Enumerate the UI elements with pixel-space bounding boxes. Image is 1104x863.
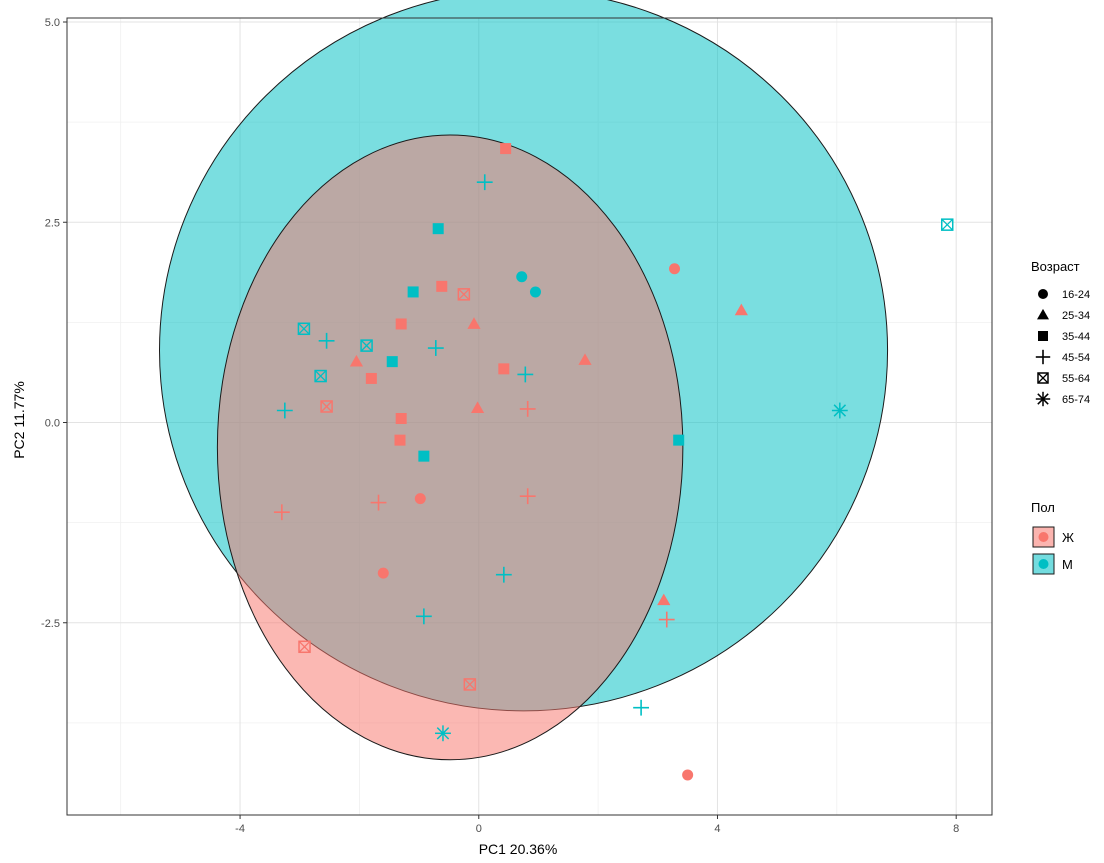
legend-shape-key: [1037, 372, 1049, 384]
data-point: [734, 303, 748, 316]
data-point: [276, 402, 293, 419]
data-point: [349, 354, 364, 367]
shape-legend-title: Возраст: [1031, 259, 1080, 274]
data-point: [463, 678, 477, 691]
legend-shape-key: [1038, 289, 1048, 299]
x-tick-label: -4: [235, 823, 245, 835]
data-point: [633, 699, 650, 716]
legend-shape-key: [1038, 331, 1048, 341]
data-point: [407, 286, 419, 298]
data-point: [395, 413, 407, 425]
data-point: [436, 280, 448, 292]
legend-color-key-dot: [1038, 532, 1049, 542]
data-point: [432, 223, 444, 235]
plot-frame: [66, 17, 993, 816]
legend-shape-key: [1037, 308, 1049, 320]
data-point: [298, 640, 311, 654]
ellipse-layer: [159, 0, 888, 761]
data-point: [529, 286, 541, 298]
legend-shape-label: 45-54: [1062, 352, 1090, 364]
legend-color-label: Ж: [1062, 530, 1074, 545]
legend-shape-key: [1035, 349, 1051, 365]
data-point: [673, 434, 685, 446]
data-point: [519, 488, 536, 505]
data-point: [418, 450, 430, 462]
data-point: [365, 372, 377, 384]
legend-shape-label: 25-34: [1062, 310, 1090, 322]
y-tick-label: 2.5: [45, 217, 60, 229]
data-point: [940, 218, 954, 231]
data-point: [395, 318, 407, 330]
data-point: [377, 567, 389, 579]
data-point: [318, 332, 335, 349]
data-point: [517, 366, 534, 383]
data-point: [273, 504, 290, 521]
legend-color-key-dot: [1038, 559, 1049, 569]
data-point: [476, 174, 493, 191]
legend-shape-label: 65-74: [1062, 394, 1090, 406]
data-point: [360, 339, 373, 352]
x-axis-title: PC1 20.36%: [479, 841, 558, 857]
data-point: [516, 271, 528, 283]
data-point: [495, 566, 512, 583]
x-tick-label: 4: [714, 823, 720, 835]
data-point: [519, 400, 536, 417]
legend-shape-label: 16-24: [1062, 289, 1090, 301]
data-point: [427, 340, 444, 356]
data-point: [435, 725, 451, 742]
data-point: [457, 288, 471, 301]
color-legend: Пол ЖМ: [1031, 500, 1074, 575]
data-point: [370, 494, 387, 511]
data-point: [669, 263, 681, 275]
legend-shape-label: 35-44: [1062, 331, 1090, 343]
confidence-ellipse-female: [216, 134, 684, 761]
data-point: [657, 593, 671, 606]
data-point: [658, 611, 675, 628]
point-layer: [273, 143, 954, 781]
data-point: [831, 402, 848, 419]
legend-shape-label: 55-64: [1062, 373, 1090, 385]
data-point: [414, 493, 426, 505]
data-point: [314, 369, 327, 383]
y-tick-label: 0.0: [45, 418, 60, 430]
data-point: [297, 322, 311, 336]
data-point: [320, 400, 333, 413]
shape-legend: Возраст 16-24 25-34 35-44 45-54 55-64 65-74: [1031, 259, 1090, 407]
data-point: [386, 356, 398, 368]
y-tick-label: 5.0: [45, 17, 60, 29]
legend-shape-key: [1035, 391, 1051, 407]
data-point: [470, 401, 485, 413]
data-point: [498, 363, 510, 375]
x-tick-label: 0: [476, 823, 482, 835]
data-point: [682, 769, 694, 781]
data-point: [500, 143, 512, 155]
data-point: [415, 608, 432, 625]
x-tick-label: 8: [953, 823, 959, 835]
color-legend-title: Пол: [1031, 500, 1055, 515]
data-point: [467, 317, 481, 329]
axis-layer: -4 0 4 8 5.0 2.5 0.0 -2.5: [41, 17, 959, 835]
data-point: [578, 353, 592, 365]
legend-color-label: М: [1062, 557, 1073, 572]
y-tick-label: -2.5: [41, 618, 60, 630]
data-point: [394, 434, 406, 446]
y-axis-title: PC2 11.77%: [11, 381, 27, 459]
